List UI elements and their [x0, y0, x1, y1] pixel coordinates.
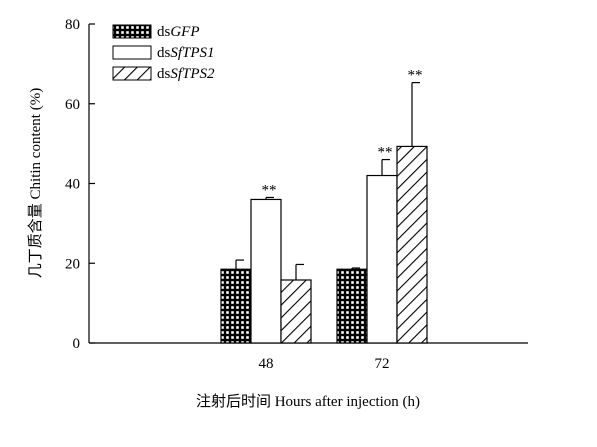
- legend-item-series-2: dsSfTPS1: [112, 45, 215, 61]
- bars: ** ** **: [220, 68, 428, 344]
- y-tick-label: 80: [65, 17, 80, 33]
- bar-series-1-48: [220, 268, 252, 344]
- x-tick-label: 72: [375, 356, 390, 372]
- legend: dsGFP dsSfTPS1 dsSfTPS2: [112, 24, 215, 82]
- legend-swatch-series-3: [112, 66, 152, 81]
- legend-swatch-series-2: [112, 45, 152, 60]
- bar-series-3-48: [280, 279, 312, 344]
- bar-series-3-72: [396, 145, 428, 344]
- y-tick-label: 60: [65, 97, 80, 113]
- x-axis-label: 注射后时间 Hours after injection (h): [196, 393, 420, 410]
- plot-area: 0 20 40 60 80 48 72 ** ** **: [65, 17, 528, 372]
- y-tick-label: 40: [65, 177, 80, 193]
- y-axis-ticks: 0 20 40 60 80: [65, 17, 95, 352]
- legend-item-series-1: dsGFP: [112, 24, 200, 40]
- bar-series-1-72: [336, 268, 368, 344]
- y-axis-label: 几丁质含量 Chitin content (%): [27, 88, 44, 278]
- bar-series-2-72: [366, 174, 398, 344]
- y-tick-label: 20: [65, 256, 80, 272]
- significance-label: **: [378, 145, 393, 161]
- bar-series-2-48: [250, 198, 282, 344]
- significance-label: **: [408, 68, 423, 84]
- legend-label-series-2: dsSfTPS1: [157, 45, 215, 61]
- legend-label-series-3: dsSfTPS2: [157, 66, 215, 82]
- legend-label-series-1: dsGFP: [157, 24, 200, 40]
- x-tick-label: 48: [259, 356, 274, 372]
- significance-label: **: [262, 182, 277, 198]
- y-tick-label: 0: [73, 336, 81, 352]
- legend-swatch-series-1: [112, 24, 152, 39]
- legend-item-series-3: dsSfTPS2: [112, 66, 215, 82]
